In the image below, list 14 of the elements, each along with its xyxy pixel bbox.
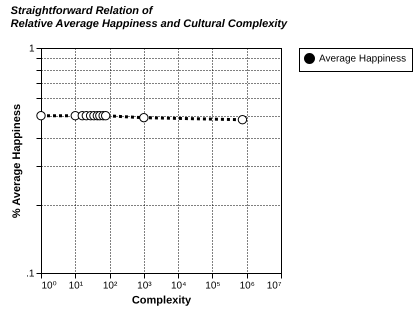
x-tick-label: 10⁰ <box>42 280 57 292</box>
x-tick-label: 10² <box>102 280 118 292</box>
x-tick-label: 10⁵ <box>205 280 221 292</box>
x-tick-label: 10³ <box>137 280 152 292</box>
x-tick-label: 10⁷ <box>266 280 282 292</box>
x-tick-label: 10¹ <box>68 280 84 292</box>
y-tick-label: 1 <box>28 44 35 54</box>
y-axis-title: % Average Happiness <box>11 104 24 218</box>
chart-title: Straightforward Relation of Relative Average Happiness and Cultural Complexity <box>10 5 288 30</box>
x-axis-title: Complexity <box>132 294 192 306</box>
y-tick-label: .1 <box>26 268 35 280</box>
x-tick-label: 10⁶ <box>240 280 255 292</box>
legend-label: Average Happiness <box>319 54 406 64</box>
x-tick-label: 10⁴ <box>170 280 186 292</box>
